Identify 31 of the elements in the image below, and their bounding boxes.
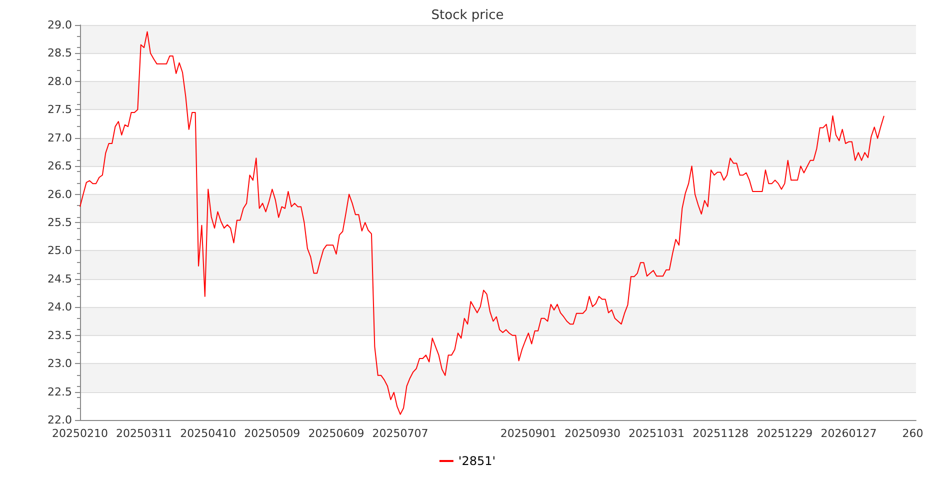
y-tick-label: 23.0 <box>48 357 72 370</box>
y-tick-label: 26.5 <box>48 160 72 173</box>
legend-label: '2851' <box>458 454 496 468</box>
y-tick-label: 27.5 <box>48 103 72 116</box>
y-tick-label: 25.0 <box>48 244 72 258</box>
x-tick-label: 20251229 <box>756 427 813 440</box>
x-tick-label: 20250410 <box>180 427 236 440</box>
x-tick-label: 20250311 <box>116 427 172 440</box>
y-tick-label: 22.0 <box>48 414 72 426</box>
x-tick-label: 20250707 <box>372 427 428 440</box>
y-tick-label: 23.5 <box>48 328 72 342</box>
x-tick-label: 20251128 <box>692 427 749 440</box>
y-tick-label: 24.5 <box>48 272 72 286</box>
y-tick-label: 28.0 <box>48 74 72 88</box>
x-tick-label: 20250901 <box>500 427 556 440</box>
y-tick-label: 27.0 <box>48 131 72 144</box>
x-tick-label: 20260127 <box>820 427 877 440</box>
y-tick-label: 26.0 <box>48 188 72 201</box>
x-tick-label: 20250609 <box>308 427 364 440</box>
line-series <box>80 31 884 415</box>
x-tick-label: 20251031 <box>628 427 685 440</box>
y-tick-label: 24.0 <box>48 300 72 314</box>
x-tick-label: 20250509 <box>244 427 300 440</box>
chart-title: Stock price <box>431 8 504 23</box>
x-tick-label: 20250930 <box>564 427 620 440</box>
x-tick-label: 20250210 <box>52 427 108 440</box>
y-tick-label: 25.5 <box>48 216 72 229</box>
x-tick-label: 260 <box>902 427 924 440</box>
y-tick-label: 22.5 <box>48 385 72 398</box>
y-tick-label: 29.0 <box>48 18 72 32</box>
y-tick-label: 28.5 <box>48 46 72 60</box>
